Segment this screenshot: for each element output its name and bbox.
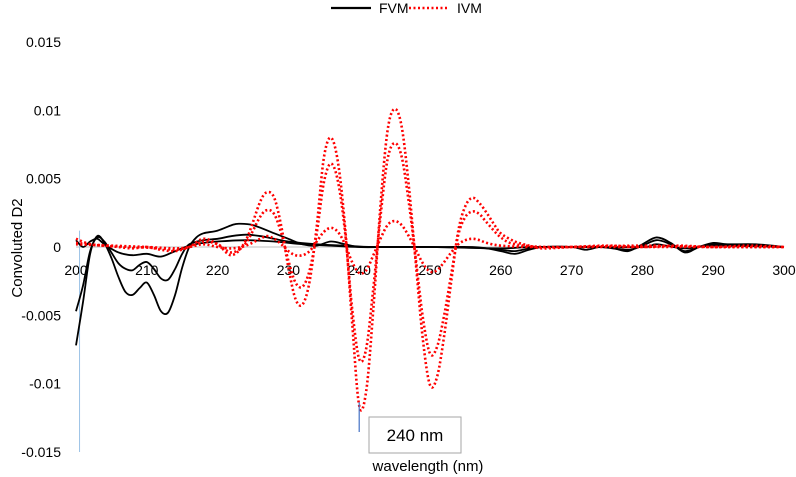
x-tick-label: 270 <box>560 262 584 278</box>
y-axis-title: Convoluted D2 <box>9 198 26 297</box>
legend-label-ivm: IVM <box>457 0 482 16</box>
x-tick-label: 200 <box>64 262 88 278</box>
y-tick-label: -0.005 <box>21 307 61 323</box>
x-tick-label: 210 <box>135 262 159 278</box>
y-tick-labels: 0.015 0.01 0.005 0 -0.005 -0.01 -0.015 <box>21 34 61 460</box>
callout-box <box>368 416 462 454</box>
series-line-ivm-5 <box>75 219 784 275</box>
y-tick-label: 0 <box>53 239 61 255</box>
x-tick-labels: 200 210 220 230 240 250 260 270 280 290 300 <box>64 262 796 278</box>
y-tick-label: 0.005 <box>26 171 61 187</box>
x-tick-label: 290 <box>702 262 726 278</box>
y-tick-label: 0.01 <box>34 102 61 118</box>
x-tick-label: 300 <box>772 262 796 278</box>
legend: FVM IVM <box>331 0 482 16</box>
x-tick-label: 230 <box>277 262 301 278</box>
x-tick-label: 280 <box>631 262 655 278</box>
y-tick-label: -0.015 <box>21 444 61 460</box>
series-line-ivm-4 <box>75 141 785 364</box>
series-line-ivm-3 <box>75 107 785 412</box>
x-tick-label: 260 <box>489 262 513 278</box>
legend-label-fvm: FVM <box>379 0 409 16</box>
y-tick-label: 0.015 <box>26 34 61 50</box>
x-tick-label: 220 <box>206 262 230 278</box>
y-tick-label: -0.01 <box>29 376 61 392</box>
callout-label: 240 nm <box>387 426 444 445</box>
series-line-fvm-1 <box>75 233 785 312</box>
series-layer <box>75 107 785 412</box>
x-tick-label: 250 <box>418 262 442 278</box>
x-axis-title: wavelength (nm) <box>372 458 484 475</box>
series-line-fvm-0 <box>75 222 785 346</box>
